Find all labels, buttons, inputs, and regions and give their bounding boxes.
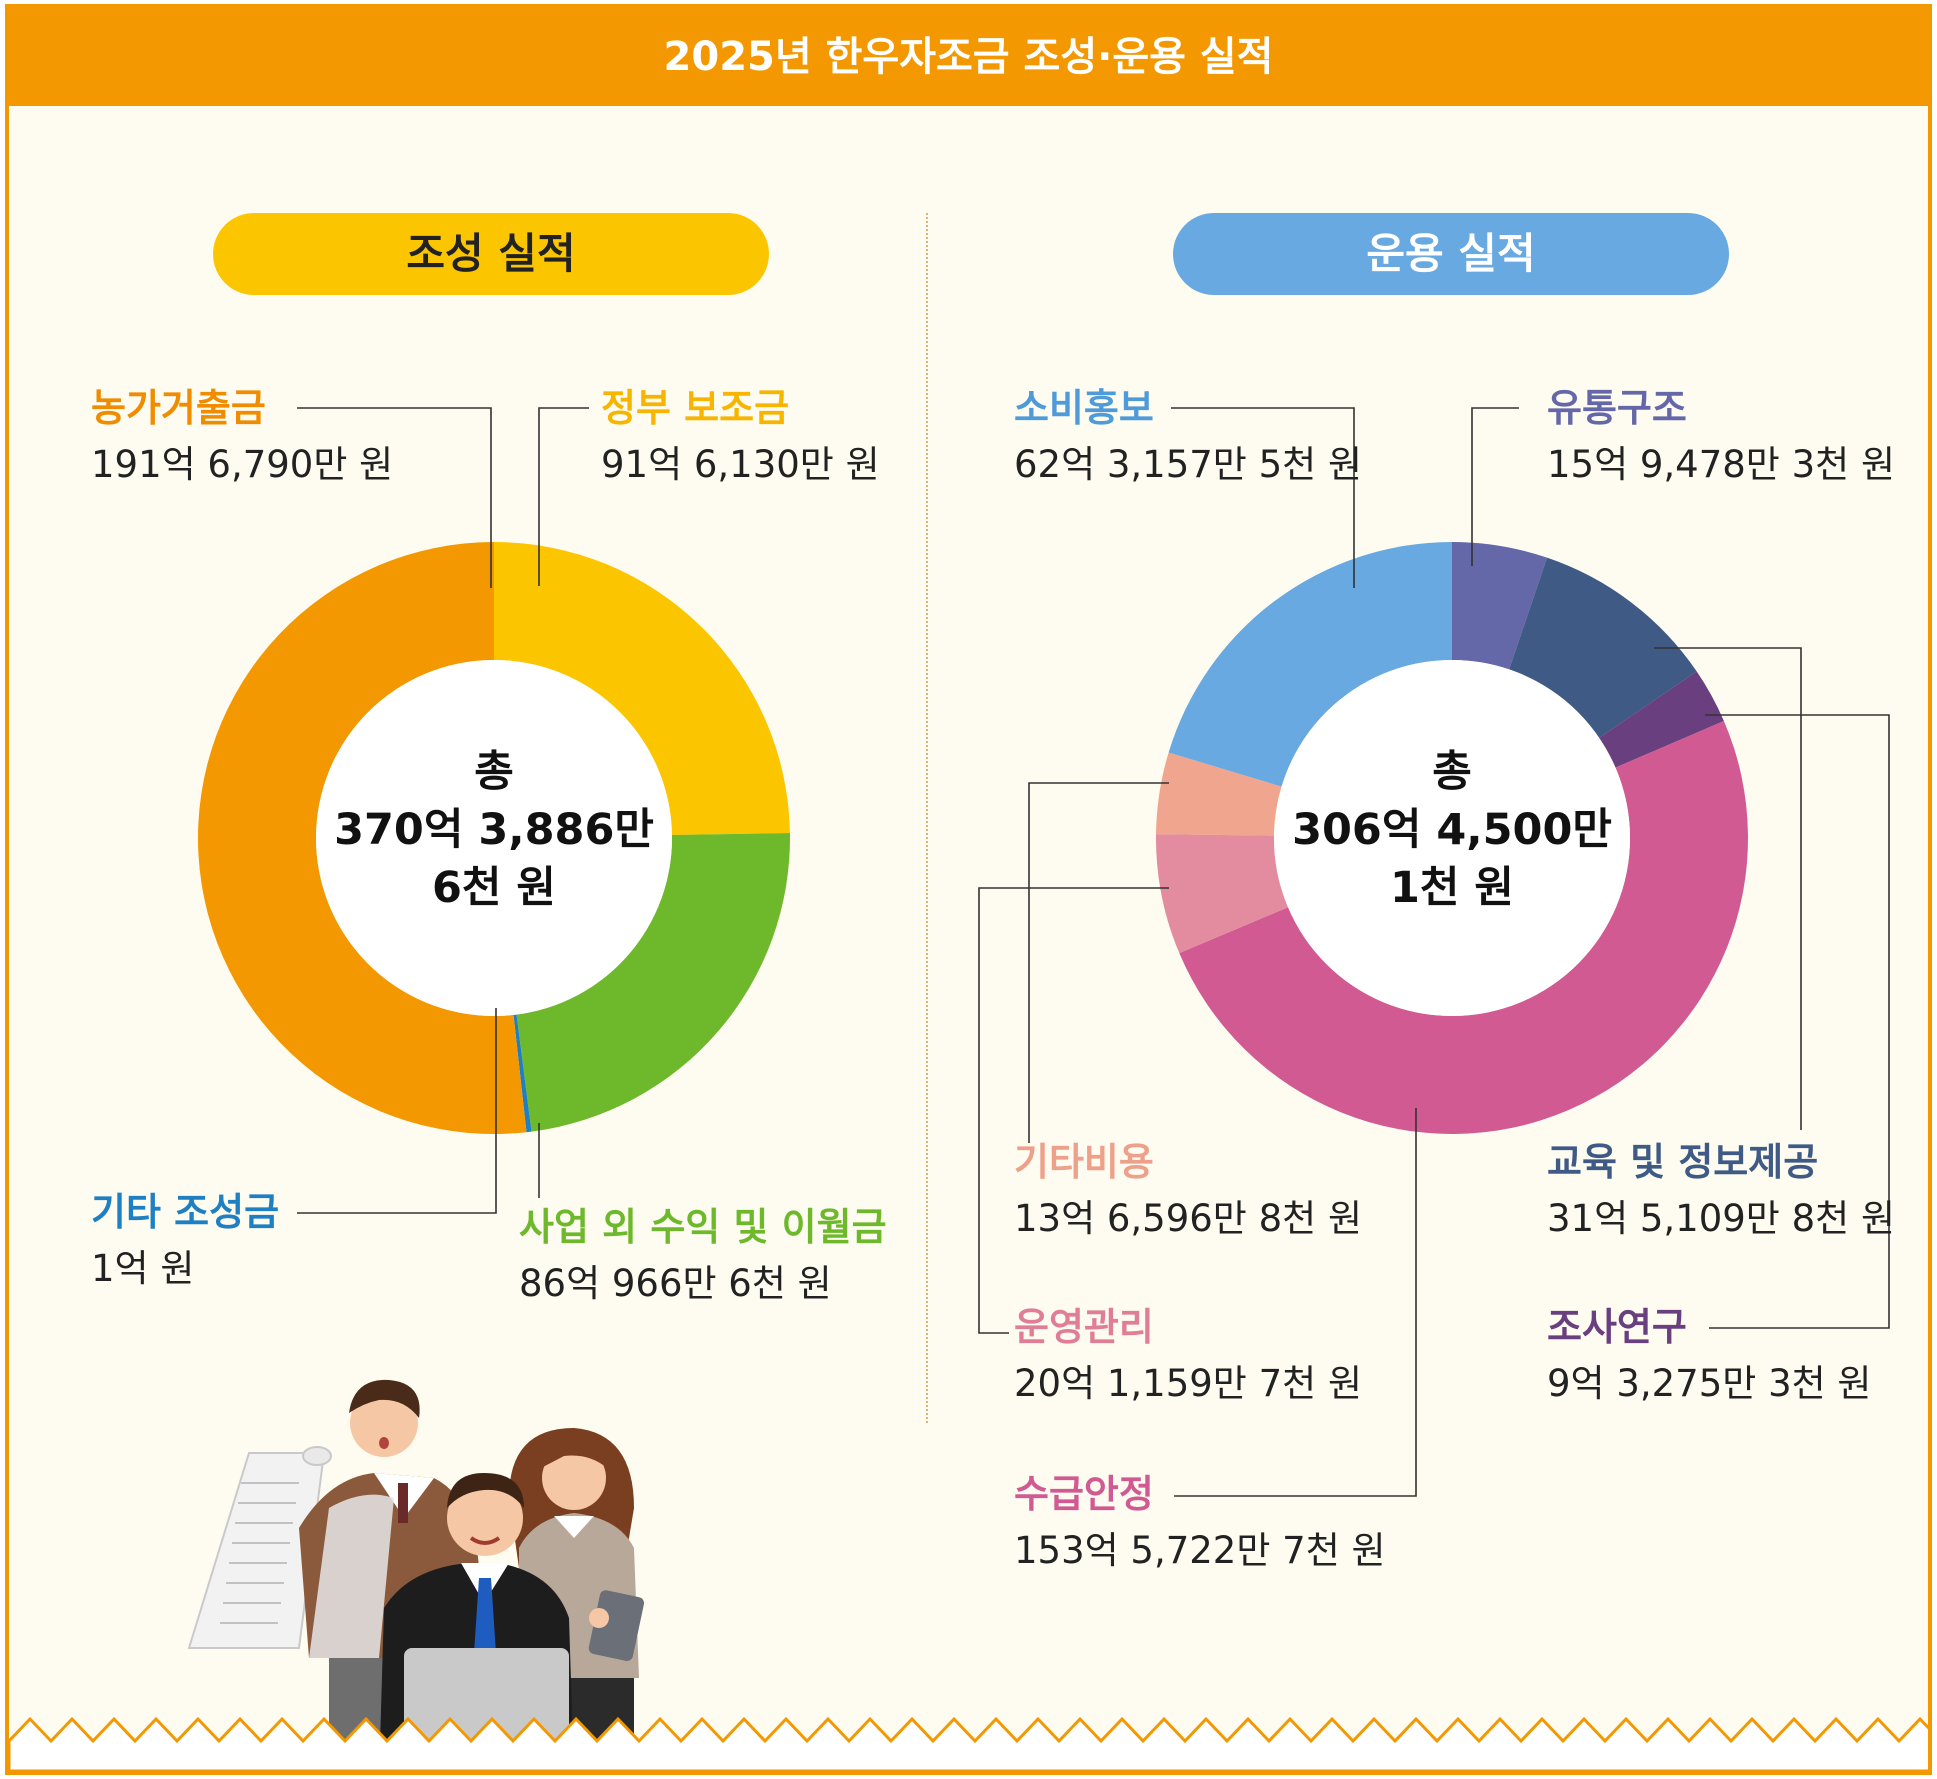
page-title: 2025년 한우자조금 조성·운용 실적 xyxy=(9,8,1928,106)
label-amount: 1억 원 xyxy=(91,1247,195,1290)
donut-slice-1 xyxy=(494,542,790,836)
label-other-expenses: 기타비용 13억 6,596만 8천 원 xyxy=(1014,1138,1362,1244)
spending-donut-chart xyxy=(1156,542,1748,1134)
section-title-spending: 운용 실적 xyxy=(1173,213,1729,295)
label-amount: 153억 5,722만 7천 원 xyxy=(1014,1529,1386,1572)
label-amount: 91억 6,130만 원 xyxy=(601,443,880,486)
donut-slice-3 xyxy=(1599,671,1724,768)
funding-donut-chart xyxy=(197,542,790,1134)
label-research: 조사연구 9억 3,275만 3천 원 xyxy=(1547,1303,1871,1409)
label-name: 농가거출금 xyxy=(91,386,266,430)
label-name: 소비홍보 xyxy=(1014,386,1154,430)
donut-slice-7 xyxy=(1168,542,1452,787)
label-name: 정부 보조금 xyxy=(601,386,790,430)
label-name: 기타비용 xyxy=(1014,1140,1154,1184)
donut-hole xyxy=(1274,660,1630,1016)
label-amount: 13억 6,596만 8천 원 xyxy=(1014,1197,1362,1240)
label-amount: 15억 9,478만 3천 원 xyxy=(1547,443,1895,486)
section-title-funding: 조성 실적 xyxy=(213,213,769,295)
label-name: 조사연구 xyxy=(1547,1305,1687,1349)
label-name: 사업 외 수익 및 이월금 xyxy=(519,1205,887,1249)
spending-total-amount-tail: 1천 원 xyxy=(1389,863,1514,913)
label-amount: 20억 1,159만 7천 원 xyxy=(1014,1362,1362,1405)
label-amount: 62억 3,157만 5천 원 xyxy=(1014,443,1362,486)
funding-total-label: 총 370억 3,886만 6천 원 xyxy=(329,743,659,917)
label-amount: 31억 5,109만 8천 원 xyxy=(1547,1197,1895,1240)
donut-slice-5 xyxy=(1156,834,1289,954)
donut-hole xyxy=(316,660,672,1016)
label-farmer-contribution: 농가거출금 191억 6,790만 원 xyxy=(91,384,393,490)
donut-slice-2 xyxy=(516,833,790,1132)
label-supply-stabilization: 수급안정 153억 5,722만 7천 원 xyxy=(1014,1470,1386,1576)
label-name: 기타 조성금 xyxy=(91,1190,280,1234)
donut-slice-1 xyxy=(1452,542,1548,670)
donut-slice-6 xyxy=(1156,752,1282,836)
spending-total-amount: 306억 4,500만 xyxy=(1292,805,1612,855)
donut-slice-4 xyxy=(197,542,527,1134)
infographic-frame: 2025년 한우자조금 조성·운용 실적 조성 실적 운용 실적 총 370억 … xyxy=(5,4,1932,1775)
spending-total-prefix: 총 xyxy=(1432,747,1472,797)
paper-scroll-icon xyxy=(187,1446,332,1649)
zigzag-border xyxy=(9,1716,1928,1771)
label-amount: 191억 6,790만 원 xyxy=(91,443,394,486)
donut-slice-3 xyxy=(513,1014,532,1133)
label-government-subsidy: 정부 보조금 91억 6,130만 원 xyxy=(601,384,880,490)
donut-slice-4 xyxy=(1179,720,1748,1134)
donut-slice-2 xyxy=(1509,557,1697,738)
funding-total-amount: 370억 3,886만 xyxy=(334,805,654,855)
leader-lines xyxy=(297,407,1890,1497)
spending-total-label: 총 306억 4,500만 1천 원 xyxy=(1287,743,1617,917)
label-name: 수급안정 xyxy=(1014,1472,1154,1516)
funding-total-amount-tail: 6천 원 xyxy=(431,863,556,913)
label-consumer-promotion: 소비홍보 62억 3,157만 5천 원 xyxy=(1014,384,1362,490)
label-distribution-structure: 유통구조 15억 9,478만 3천 원 xyxy=(1547,384,1895,490)
center-divider xyxy=(926,213,928,1423)
label-name: 유통구조 xyxy=(1547,386,1687,430)
label-name: 운영관리 xyxy=(1014,1305,1154,1349)
label-other-funding: 기타 조성금 1억 원 xyxy=(91,1188,279,1294)
label-non-operating-income: 사업 외 수익 및 이월금 86억 966만 6천 원 xyxy=(519,1203,887,1309)
label-amount: 86억 966만 6천 원 xyxy=(519,1262,832,1305)
label-name: 교육 및 정보제공 xyxy=(1547,1140,1819,1184)
label-education-information: 교육 및 정보제공 31억 5,109만 8천 원 xyxy=(1547,1138,1895,1244)
label-operation-management: 운영관리 20억 1,159만 7천 원 xyxy=(1014,1303,1362,1409)
label-amount: 9억 3,275만 3천 원 xyxy=(1547,1362,1872,1405)
funding-total-prefix: 총 xyxy=(474,747,514,797)
